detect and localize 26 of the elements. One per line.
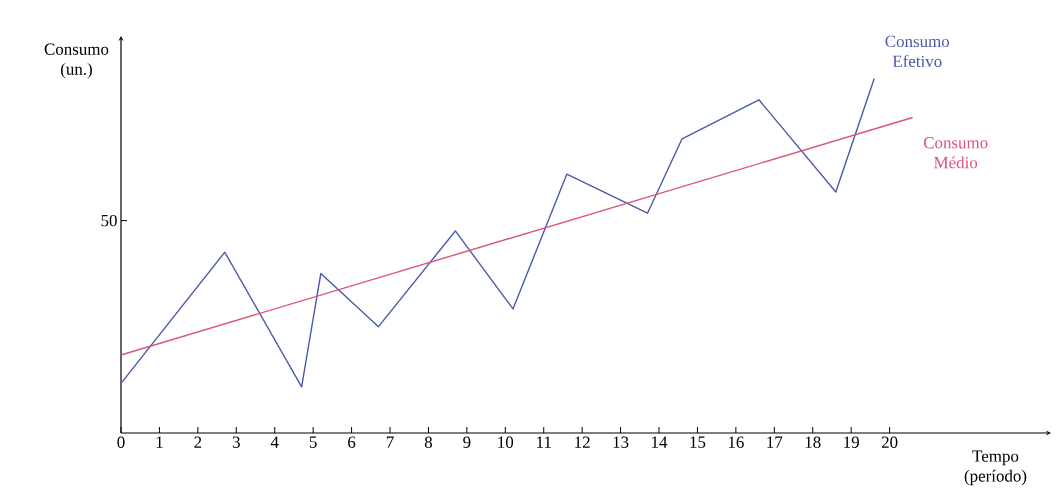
x-tick-label: 3 [232, 436, 240, 448]
x-tick-label: 0 [117, 436, 125, 448]
x-tick-label: 1 [156, 436, 163, 448]
y-axis-title: Consumo (un.) [44, 43, 109, 79]
series-label: Consumo Efetivo [885, 35, 950, 68]
x-tick-label: 19 [844, 436, 859, 448]
x-tick-label: 8 [424, 436, 433, 448]
x-tick-label: 10 [498, 436, 514, 448]
x-axis-title: Tempo (período) [964, 450, 1027, 486]
x-tick-label: 16 [728, 436, 744, 448]
text: 50 [101, 214, 117, 227]
x-tick-label: 7 [386, 436, 394, 448]
x-tick-label: 15 [690, 436, 706, 448]
x-tick-label: 2 [194, 436, 202, 448]
x-tick-label: 6 [348, 436, 356, 448]
x-tick-label: 9 [463, 436, 471, 448]
x-tick-label: 12 [575, 436, 590, 448]
x-tick-label: 13 [613, 436, 629, 448]
x-tick-label: 14 [652, 436, 668, 448]
series-label: Consumo Médio [923, 137, 988, 169]
x-tick-label: 5 [309, 436, 317, 448]
x-tick-label: 18 [805, 436, 821, 448]
x-tick-label: 11 [537, 436, 551, 448]
x-tick-label: 17 [767, 436, 783, 448]
x-tick-label: 4 [270, 436, 279, 448]
x-tick-label: 20 [881, 436, 898, 448]
